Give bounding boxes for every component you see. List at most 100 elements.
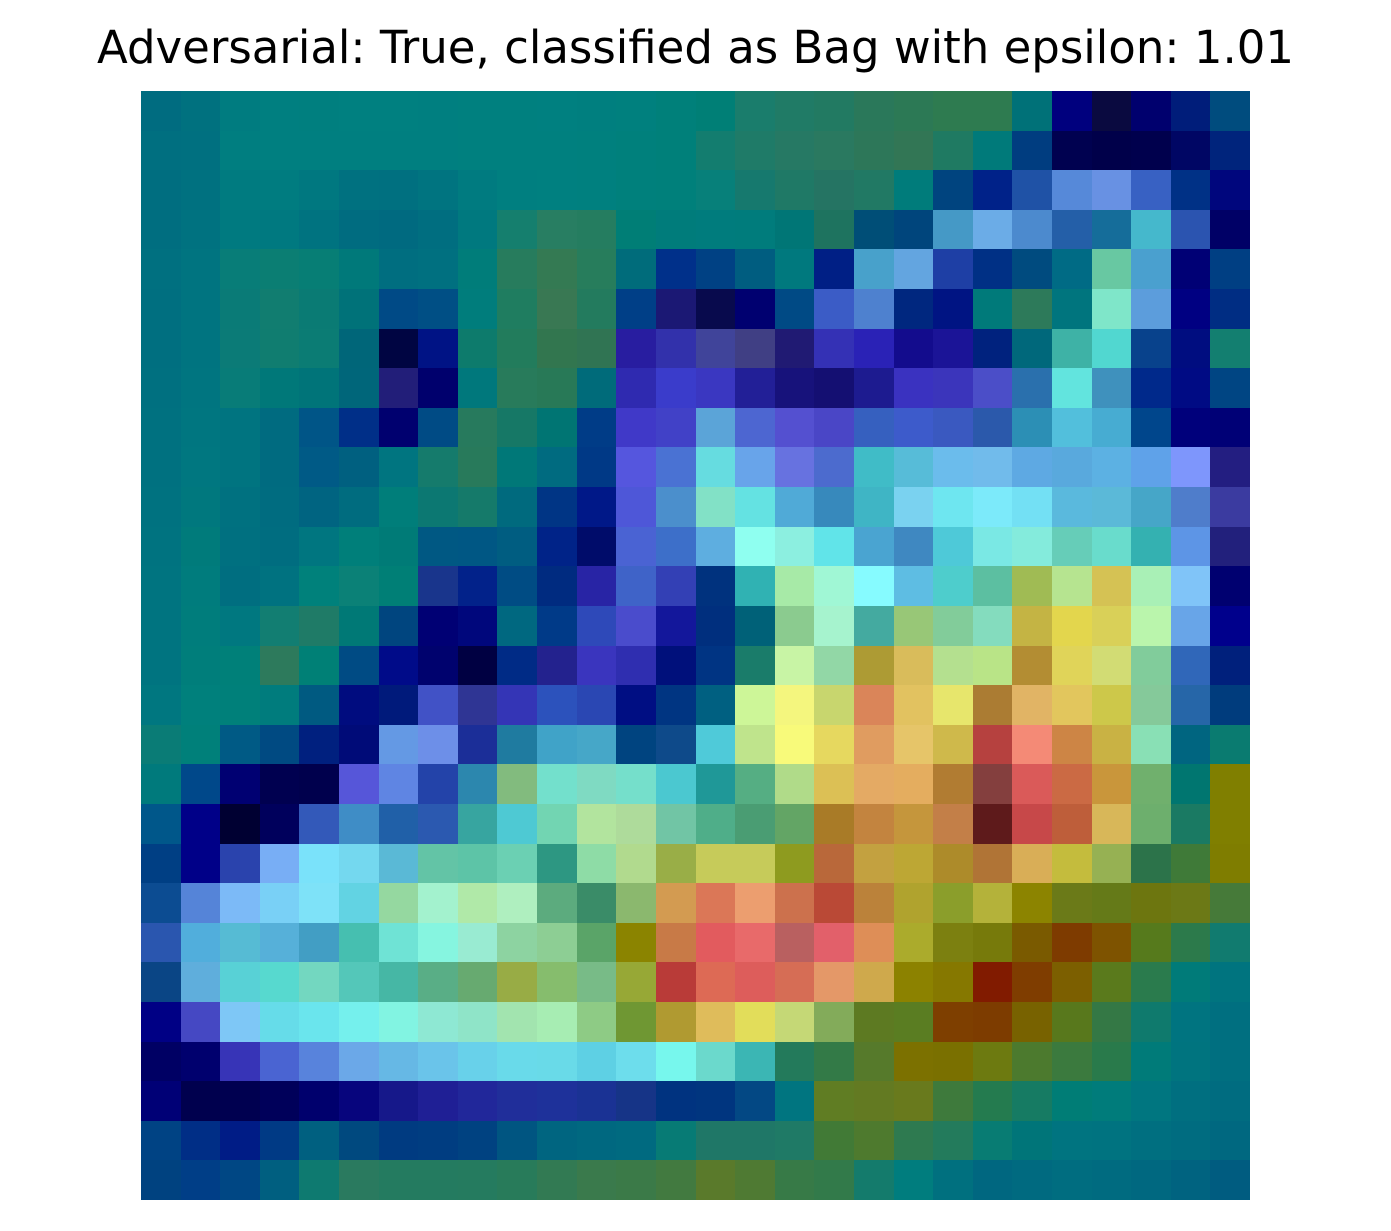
heatmap-cell [141,962,181,1002]
heatmap-cell [775,606,814,646]
heatmap-cell [418,329,458,368]
heatmap-cell [379,527,418,566]
heatmap-cell [696,566,735,606]
heatmap-cell [1092,962,1131,1002]
heatmap-cell [577,1002,616,1042]
heatmap-cell [775,487,814,527]
heatmap-cell [814,685,854,725]
heatmap-cell [537,249,577,289]
heatmap-cell [141,606,181,646]
heatmap-cell [141,131,181,170]
heatmap-cell [1171,962,1210,1002]
heatmap-cell [1131,606,1171,646]
heatmap-cell [577,170,616,210]
heatmap-cell [1012,408,1052,447]
heatmap-cell [458,1042,497,1081]
heatmap-cell [1052,646,1092,685]
heatmap-cell [537,923,577,962]
heatmap-cell [735,1002,775,1042]
heatmap-cell [775,883,814,923]
heatmap-cell [418,289,458,329]
heatmap-cell [418,962,458,1002]
heatmap-cell [418,170,458,210]
heatmap-cell [1092,1081,1131,1121]
heatmap-cell [1131,131,1171,170]
heatmap-cell [1210,804,1250,844]
heatmap-plot [141,91,1250,1200]
heatmap-cell [299,487,339,527]
heatmap-cell [458,170,497,210]
heatmap-cell [141,1121,181,1160]
heatmap-cell [696,368,735,408]
heatmap-cell [616,487,656,527]
heatmap-cell [379,1081,418,1121]
heatmap-cell [1012,1042,1052,1081]
heatmap-cell [1092,527,1131,566]
heatmap-cell [299,566,339,606]
heatmap-cell [1092,329,1131,368]
heatmap-cell [339,923,379,962]
heatmap-cell [497,1002,537,1042]
heatmap-cell [814,1042,854,1081]
heatmap-cell [1171,1121,1210,1160]
heatmap-cell [735,487,775,527]
heatmap-cell [1092,725,1131,764]
heatmap-cell [894,804,933,844]
heatmap-cell [1210,962,1250,1002]
heatmap-cell [1131,883,1171,923]
heatmap-cell [220,91,260,131]
heatmap-cell [181,487,220,527]
heatmap-cell [894,289,933,329]
heatmap-cell [854,844,894,883]
heatmap-cell [418,408,458,447]
heatmap-cell [616,646,656,685]
heatmap-cell [1171,289,1210,329]
heatmap-cell [1012,606,1052,646]
heatmap-cell [775,1121,814,1160]
heatmap-cell [220,487,260,527]
heatmap-cell [1052,1002,1092,1042]
heatmap-cell [1012,289,1052,329]
heatmap-cell [1092,447,1131,487]
heatmap-cell [1092,646,1131,685]
heatmap-cell [379,725,418,764]
heatmap-cell [220,131,260,170]
heatmap-cell [497,447,537,487]
heatmap-cell [1210,646,1250,685]
heatmap-cell [1052,566,1092,606]
heatmap-cell [379,249,418,289]
heatmap-cell [814,883,854,923]
heatmap-cell [537,527,577,566]
heatmap-cell [1052,368,1092,408]
heatmap-cell [379,804,418,844]
heatmap-cell [141,1042,181,1081]
heatmap-cell [933,1042,973,1081]
heatmap-cell [537,566,577,606]
heatmap-cell [854,566,894,606]
heatmap-cell [973,685,1012,725]
heatmap-cell [1210,566,1250,606]
heatmap-cell [418,804,458,844]
heatmap-cell [1012,1121,1052,1160]
heatmap-cell [973,210,1012,249]
heatmap-cell [1052,685,1092,725]
heatmap-cell [854,329,894,368]
heatmap-cell [814,1002,854,1042]
heatmap-cell [181,170,220,210]
heatmap-cell [696,487,735,527]
heatmap-cell [1012,844,1052,883]
heatmap-cell [696,646,735,685]
heatmap-cell [973,368,1012,408]
heatmap-cell [854,606,894,646]
heatmap-cell [1012,883,1052,923]
heatmap-cell [379,883,418,923]
heatmap-cell [894,764,933,804]
heatmap-cell [775,804,814,844]
heatmap-cell [181,408,220,447]
heatmap-cell [814,962,854,1002]
heatmap-cell [299,844,339,883]
heatmap-cell [497,685,537,725]
heatmap-cell [1210,329,1250,368]
heatmap-cell [260,131,299,170]
heatmap-cell [299,804,339,844]
